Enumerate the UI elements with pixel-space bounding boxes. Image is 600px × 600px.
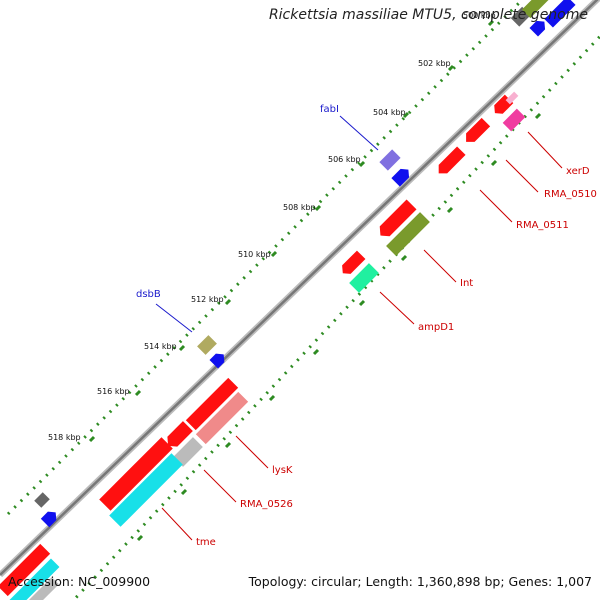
gene-label-RMA_0510: RMA_0510 (544, 189, 597, 200)
gene-label-Int: Int (460, 278, 473, 289)
gene-label-RMA_0526: RMA_0526 (240, 499, 293, 510)
tick-label: 500 kbp (463, 11, 496, 20)
gene-label-lysK: lysK (272, 465, 293, 476)
gene-RMA_0510[interactable] (462, 117, 491, 146)
tick-marks (88, 19, 495, 443)
outer-dotted-guide (6, 0, 525, 516)
gene-feature[interactable] (0, 543, 51, 597)
tick-label: 512 kbp (191, 295, 224, 304)
gene-feature[interactable] (29, 577, 59, 600)
gene-feature[interactable] (339, 250, 366, 278)
tick-label: 502 kbp (418, 59, 451, 68)
gene-feature[interactable] (375, 199, 417, 240)
tick-label: 518 kbp (48, 433, 81, 442)
gene-dsbB[interactable] (197, 335, 217, 355)
gene-feature[interactable] (521, 0, 551, 19)
gene-feature[interactable] (34, 492, 50, 508)
gene-feature[interactable] (209, 350, 228, 369)
genome-backbone-core (0, 0, 599, 576)
accession-text: Accession: NC_009900 (8, 574, 151, 589)
gene-feature[interactable] (544, 0, 576, 28)
callout-lines (155, 115, 563, 541)
gene-Int[interactable] (386, 212, 430, 256)
gene-feature[interactable] (163, 421, 193, 451)
gene-fabI[interactable] (379, 149, 401, 171)
reverse-features (0, 91, 526, 600)
tick-label: 504 kbp (373, 108, 406, 117)
gene-ampD1[interactable] (349, 263, 379, 293)
tick-label: 508 kbp (283, 203, 316, 212)
gene-label-tme: tme (196, 537, 216, 548)
tick-label: 510 kbp (238, 250, 271, 259)
map-title: Rickettsia massiliae MTU5, complete geno… (268, 7, 588, 23)
gene-label-RMA_0511: RMA_0511 (516, 220, 569, 231)
gene-label-fabI: fabI (320, 104, 339, 115)
tick-label: 516 kbp (97, 387, 130, 396)
inner-tick-marks (136, 112, 542, 542)
genome-summary: Topology: circular; Length: 1,360,898 bp… (248, 574, 592, 589)
gene-feature[interactable] (391, 165, 412, 187)
gene-label-xerD: xerD (566, 166, 590, 177)
tick-label: 506 kbp (328, 155, 361, 164)
gene-feature[interactable] (40, 508, 60, 528)
gene-label-ampD1: ampD1 (418, 322, 454, 333)
gene-xerD[interactable] (502, 108, 526, 132)
gene-tme[interactable] (109, 453, 183, 527)
gene-feature[interactable] (8, 558, 60, 600)
gene-feature[interactable] (529, 17, 549, 37)
gene-RMA_0511[interactable] (434, 146, 466, 177)
gene-label-dsbB: dsbB (136, 289, 161, 300)
forward-features (34, 0, 576, 528)
gene-feature[interactable] (185, 377, 239, 431)
gene-feature[interactable] (505, 91, 519, 105)
gene-RMA_0526[interactable] (173, 437, 203, 467)
gene-feature[interactable] (99, 437, 173, 511)
tick-label: 514 kbp (144, 342, 177, 351)
gene-lysK[interactable] (195, 391, 249, 445)
